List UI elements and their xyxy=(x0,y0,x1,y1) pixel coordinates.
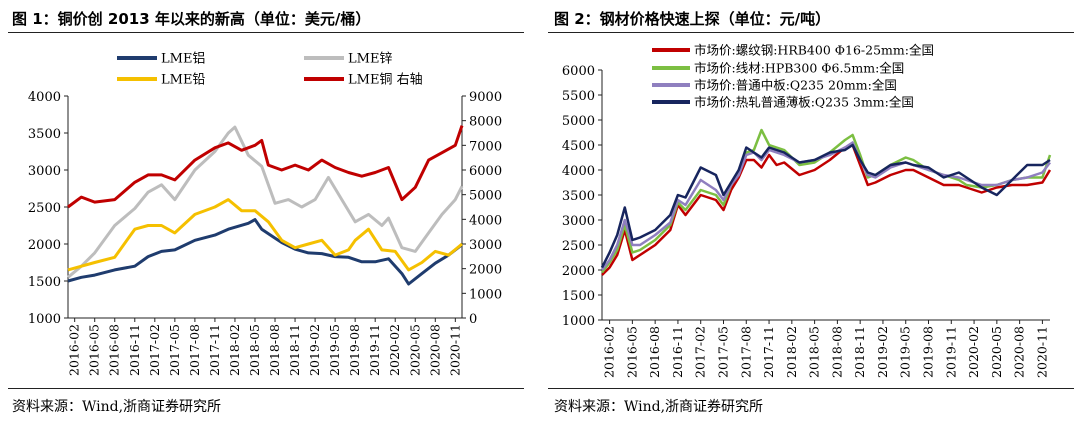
series-line-2 xyxy=(601,128,1052,274)
x-tick-label: 2017-02 xyxy=(147,324,162,376)
x-tick-label: 2016-02 xyxy=(602,326,617,378)
y-tick-label: 2000 xyxy=(28,238,61,253)
x-tick-label: 2019-08 xyxy=(347,324,362,376)
y-tick-label: 3000 xyxy=(28,164,61,179)
y-right-tick-label: 9000 xyxy=(469,90,502,105)
chart-title: 图 2：钢材价格快速上探（单位：元/吨） xyxy=(554,10,831,28)
source-note: 资料来源：Wind,浙商证券研究所 xyxy=(12,399,222,415)
x-tick-label: 2016-08 xyxy=(107,324,122,376)
y-tick-label: 3500 xyxy=(562,189,595,204)
legend-label: LME铝 xyxy=(161,52,205,67)
copper-chart-panel: 图 1：铜价创 2013 年以来的新高（单位：美元/桶） 1000 1500 200… xyxy=(0,0,530,430)
y-tick-label: 6000 xyxy=(562,64,595,79)
x-tick-label: 2019-02 xyxy=(307,324,322,376)
y-tick-label: 2000 xyxy=(562,264,595,279)
steel-chart-panel: 图 2：钢材价格快速上探（单位：元/吨） 1000 1500 2000 2500 300… xyxy=(540,0,1080,430)
y-right-tick-label: 6000 xyxy=(469,164,502,179)
series-line-1 xyxy=(67,218,463,286)
y-tick-label: 3500 xyxy=(28,127,61,142)
x-tick-label: 2016-02 xyxy=(67,324,82,376)
legend-label: 市场价:普通中板:Q235 20mm:全国 xyxy=(694,78,897,93)
chart-title: 图 1：铜价创 2013 年以来的新高（单位：美元/桶） xyxy=(12,10,371,28)
x-tick-label: 2019-11 xyxy=(943,326,958,378)
legend-label: 市场价:热轧普通薄板:Q235 3mm:全国 xyxy=(694,95,914,110)
x-tick-label: 2017-05 xyxy=(715,326,730,378)
x-tick-label: 2018-05 xyxy=(807,326,822,378)
x-tick-label: 2016-08 xyxy=(647,326,662,378)
x-tick-label: 2017-02 xyxy=(693,326,708,378)
source-note: 资料来源：Wind,浙商证券研究所 xyxy=(554,399,764,415)
x-tick-label: 2020-02 xyxy=(966,326,981,378)
y-tick-label: 4000 xyxy=(28,90,61,105)
x-tick-label: 2020-11 xyxy=(1034,326,1049,378)
y-tick-label: 5500 xyxy=(562,89,595,104)
x-tick-label: 2017-11 xyxy=(207,324,222,376)
x-tick-label: 2019-02 xyxy=(875,326,890,378)
y-right-tick-label: 0 xyxy=(469,312,477,327)
x-tick-label: 2016-11 xyxy=(127,324,142,376)
x-tick-label: 2020-02 xyxy=(387,324,402,376)
source-divider xyxy=(548,388,1074,389)
x-tick-label: 2018-02 xyxy=(227,324,242,376)
series-line-4 xyxy=(600,143,1051,269)
legend-label: LME铅 xyxy=(161,73,205,88)
legend-label: LME铜 右轴 xyxy=(348,73,423,88)
y-tick-label: 2500 xyxy=(562,239,595,254)
y-tick-label: 3000 xyxy=(562,214,595,229)
x-tick-label: 2019-11 xyxy=(367,324,382,376)
title-divider xyxy=(8,32,524,33)
x-tick-label: 2019-05 xyxy=(327,324,342,376)
x-tick-label: 2018-05 xyxy=(247,324,262,376)
y-right-tick-label: 1000 xyxy=(469,287,502,302)
chart1-svg: 1000 1500 2000 2500 3000 3500 4000 0 1000 2000 300… xyxy=(28,52,502,376)
x-tick-label: 2016-05 xyxy=(624,326,639,378)
y-right-tick-label: 3000 xyxy=(469,238,502,253)
x-tick-label: 2018-11 xyxy=(287,324,302,376)
x-tick-label: 2019-08 xyxy=(921,326,936,378)
x-tick-label: 2016-05 xyxy=(87,324,102,376)
chart2-svg: 1000 1500 2000 2500 3000 3500 4000 4500 5000 5500… xyxy=(562,43,1052,378)
x-tick-label: 2017-05 xyxy=(167,324,182,376)
x-tick-label: 2018-08 xyxy=(267,324,282,376)
x-tick-label: 2020-05 xyxy=(989,326,1004,378)
y-tick-label: 4500 xyxy=(562,139,595,154)
series-line-2 xyxy=(67,125,464,279)
x-tick-label: 2016-11 xyxy=(670,326,685,378)
x-tick-label: 2017-11 xyxy=(761,326,776,378)
x-tick-label: 2020-08 xyxy=(427,324,442,376)
series-line-4 xyxy=(67,125,464,209)
x-tick-label: 2017-08 xyxy=(738,326,753,378)
x-tick-label: 2020-08 xyxy=(1012,326,1027,378)
title-divider xyxy=(548,32,1074,33)
series-line-1 xyxy=(601,143,1052,276)
y-right-tick-label: 2000 xyxy=(469,263,502,278)
y-tick-label: 5000 xyxy=(562,114,595,129)
legend-label: LME锌 xyxy=(348,52,392,67)
legend-label: 市场价:线材:HPB300 Φ6.5mm:全国 xyxy=(694,61,904,76)
x-tick-label: 2020-05 xyxy=(407,324,422,376)
y-tick-label: 4000 xyxy=(562,164,595,179)
y-tick-label: 1000 xyxy=(28,312,61,327)
y-tick-label: 1500 xyxy=(28,275,61,290)
x-tick-label: 2018-08 xyxy=(829,326,844,378)
legend-label: 市场价:螺纹钢:HRB400 Φ16-25mm:全国 xyxy=(694,43,934,58)
source-divider xyxy=(8,388,524,389)
series-line-3 xyxy=(67,198,463,272)
x-tick-label: 2019-05 xyxy=(898,326,913,378)
y-tick-label: 1500 xyxy=(562,289,595,304)
y-tick-label: 2500 xyxy=(28,201,61,216)
x-tick-label: 2018-02 xyxy=(784,326,799,378)
y-right-tick-label: 7000 xyxy=(469,139,502,154)
x-tick-label: 2018-11 xyxy=(852,326,867,378)
y-right-tick-label: 5000 xyxy=(469,189,502,204)
y-tick-label: 1000 xyxy=(562,314,595,329)
x-tick-label: 2017-08 xyxy=(187,324,202,376)
y-right-tick-label: 8000 xyxy=(469,115,502,130)
x-tick-label: 2020-11 xyxy=(447,324,462,376)
y-right-tick-label: 4000 xyxy=(469,213,502,228)
